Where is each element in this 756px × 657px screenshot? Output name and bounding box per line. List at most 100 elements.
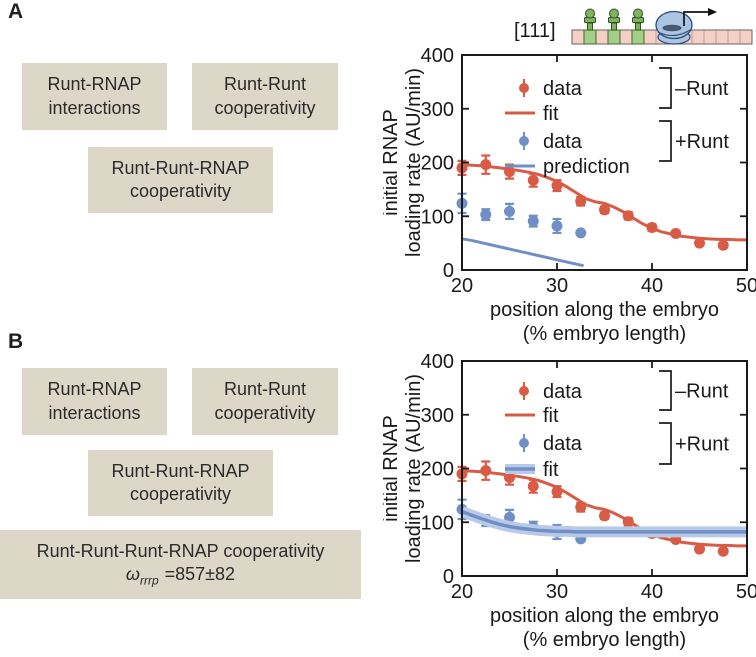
series-plus-runt-fit — [459, 506, 747, 538]
panel-b-label: B — [8, 330, 24, 353]
y-tick-label: 0 — [443, 566, 454, 588]
panel-a-chart: 20 30 40 50 0 100 200 300 400 position along the … — [383, 45, 756, 345]
data-point — [480, 209, 492, 221]
data-point — [694, 543, 705, 555]
runt-protein-icons — [584, 8, 644, 31]
box-text-line: interactions — [48, 97, 141, 118]
x-tick-label: 20 — [451, 275, 473, 297]
series-minus-runt-fit — [461, 163, 747, 242]
fit-line — [461, 237, 584, 268]
annotation-box-runt-runt-rnap-cooperativity-a: Runt-Runt-RNAP cooperativity — [88, 147, 273, 213]
runt-protein-icon — [632, 8, 644, 31]
legend-label: data — [543, 131, 583, 153]
legend-entry: data — [519, 381, 583, 403]
runt-protein-icon — [584, 8, 596, 31]
legend: data fit data prediction –Runt +Runt — [505, 67, 729, 178]
legend-marker-icon — [519, 438, 529, 448]
legend-entry: data — [519, 433, 583, 455]
data-point — [527, 215, 539, 227]
box-text-line: cooperativity — [214, 402, 316, 423]
omega-symbol: ω — [125, 564, 140, 585]
runt-binding-site-icon — [583, 29, 597, 45]
box-text-line: Runt-Runt — [223, 74, 307, 95]
box-text-line: interactions — [48, 402, 141, 423]
data-point — [527, 174, 539, 186]
x-tick-label: 30 — [546, 275, 568, 297]
x-tick-label: 20 — [451, 581, 473, 603]
series-plus-runt-prediction — [461, 237, 584, 268]
legend-marker-icon — [519, 386, 529, 396]
y-axis-label: loading rate (AU/min) — [403, 374, 425, 563]
annotation-box-runt-rnap-interactions-b: Runt-RNAP interactions — [22, 368, 167, 435]
box-text-line: Runt-Runt-RNAP — [111, 157, 250, 178]
omega-parameter-value: ωrrrp =857±82 — [126, 563, 235, 589]
axes: 20 30 40 50 0 100 200 300 400 position along the … — [383, 45, 756, 345]
runt-protein-icon — [608, 8, 620, 31]
box-text-line: cooperativity — [129, 181, 232, 201]
box-text-line: Runt-Runt-Runt-RNAP cooperativity — [36, 540, 325, 561]
x-axis-label: (% embryo length) — [523, 629, 686, 651]
data-point — [551, 220, 563, 232]
x-tick-label: 40 — [641, 581, 663, 603]
legend-entry: data — [519, 78, 583, 100]
legend-group-label: +Runt — [675, 131, 729, 153]
data-point — [717, 239, 729, 251]
y-tick-label: 200 — [421, 153, 454, 175]
y-tick-label: 300 — [421, 99, 454, 121]
gene-construct-icon — [571, 8, 753, 45]
panel-a-label: A — [8, 0, 24, 23]
x-axis-label: position along the embryo — [490, 299, 719, 321]
y-tick-label: 100 — [421, 206, 454, 228]
y-axis-label: loading rate (AU/min) — [403, 68, 425, 257]
runt-binding-site-icon — [631, 29, 645, 45]
legend-marker-icon — [519, 136, 529, 146]
legend-label: fit — [543, 103, 559, 125]
box-text-line: cooperativity — [129, 484, 232, 504]
runt-binding-site-icon — [607, 29, 621, 45]
legend-label: data — [543, 78, 583, 100]
legend-label: prediction — [543, 156, 630, 178]
x-tick-label: 30 — [546, 581, 568, 603]
x-axis-label: (% embryo length) — [523, 323, 686, 345]
y-axis-label: initial RNAP — [383, 415, 402, 522]
legend-label: fit — [543, 405, 559, 427]
legend: data fit data fit –Runt +Runt — [505, 370, 729, 481]
x-tick-label: 40 — [641, 275, 663, 297]
legend-group-label: –Runt — [675, 78, 729, 100]
y-tick-label: 0 — [443, 260, 454, 282]
omega-subscript: rrrp — [139, 573, 159, 588]
legend-entry: prediction — [505, 156, 630, 178]
y-tick-label: 200 — [421, 459, 454, 481]
legend-entry: fit — [505, 103, 559, 125]
data-point — [504, 205, 515, 217]
fit-line — [461, 469, 747, 548]
x-tick-label: 50 — [736, 275, 756, 297]
legend-marker-icon — [519, 83, 529, 93]
annotation-box-runt-rnap-interactions-a: Runt-RNAP interactions — [22, 63, 167, 130]
y-tick-label: 400 — [421, 45, 454, 67]
data-point — [527, 480, 539, 492]
y-tick-label: 100 — [421, 512, 454, 534]
x-tick-label: 50 — [736, 581, 756, 603]
series-plus-runt-data — [456, 192, 587, 239]
box-text-line: Runt-RNAP — [47, 379, 142, 400]
transcription-arrow-icon — [683, 8, 717, 26]
construct-copy-number-label: [111] — [514, 20, 556, 42]
data-point — [599, 510, 610, 522]
data-point — [694, 237, 705, 249]
legend-entry: data — [519, 131, 583, 153]
fit-line — [461, 509, 747, 534]
legend-label: data — [543, 433, 583, 455]
panel-b-chart: 20 30 40 50 0 100 200 300 400 position along the … — [383, 351, 756, 651]
legend-bracket — [659, 370, 672, 411]
box-text-line: Runt-RNAP — [47, 74, 142, 95]
legend-bracket — [659, 422, 672, 465]
series-minus-runt-fit — [461, 469, 747, 548]
fit-line — [461, 163, 747, 242]
legend-bracket — [659, 67, 672, 109]
y-axis-label: initial RNAP — [383, 109, 402, 216]
axes: 20 30 40 50 0 100 200 300 400 position along the … — [383, 351, 756, 651]
annotation-box-runt-runt-cooperativity-a: Runt-Runt cooperativity — [192, 63, 338, 130]
x-axis-label: position along the embryo — [490, 605, 719, 627]
